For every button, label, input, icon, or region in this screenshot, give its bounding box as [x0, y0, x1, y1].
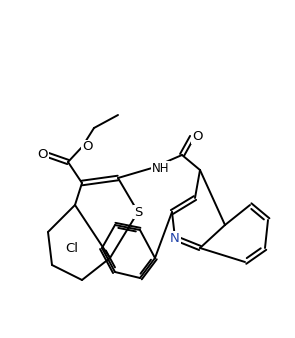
Text: Cl: Cl [65, 241, 78, 255]
Text: N: N [170, 232, 180, 244]
Text: NH: NH [152, 162, 170, 174]
Text: O: O [82, 141, 93, 153]
Text: S: S [134, 206, 142, 218]
Text: O: O [192, 130, 202, 144]
Text: O: O [37, 148, 48, 162]
